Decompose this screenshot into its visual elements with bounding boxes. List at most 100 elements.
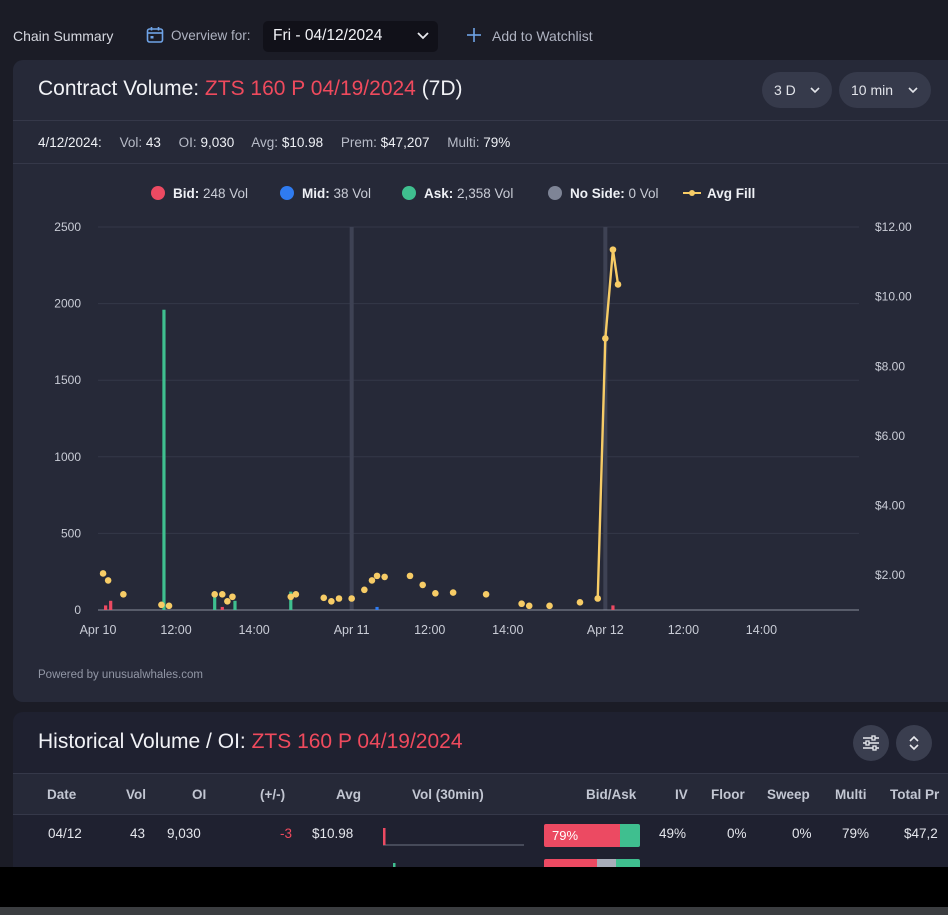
avg-fill-point bbox=[432, 589, 439, 597]
volume-bar-ask bbox=[289, 591, 293, 610]
x-tick-label: Apr 11 bbox=[334, 623, 370, 637]
card-title: Historical Volume / OI: ZTS 160 P 04/19/… bbox=[38, 730, 463, 753]
overview-label: Overview for: bbox=[171, 28, 251, 43]
add-to-watchlist-button[interactable]: Add to Watchlist bbox=[492, 28, 593, 44]
col-floor[interactable]: Floor bbox=[711, 787, 745, 802]
legend-label: Mid: 38 Vol bbox=[302, 186, 371, 201]
avg-fill-point bbox=[381, 573, 388, 581]
avg-fill-point bbox=[482, 591, 490, 598]
taskbar-strip bbox=[0, 907, 948, 915]
vol-30min-sparkline bbox=[383, 828, 524, 846]
bid-ask-bar: 79% bbox=[544, 824, 640, 847]
col-iv[interactable]: IV bbox=[675, 787, 688, 802]
col-change[interactable]: (+/-) bbox=[260, 787, 286, 802]
bid-ask-label: 79% bbox=[552, 828, 579, 843]
plus-icon[interactable] bbox=[466, 27, 482, 43]
x-tick-label: 14:00 bbox=[238, 623, 269, 637]
avg-fill-point bbox=[368, 577, 376, 584]
avg-fill-point bbox=[361, 586, 368, 594]
avg-fill-point bbox=[158, 601, 165, 609]
y-left-tick-label: 2000 bbox=[54, 297, 81, 311]
bid-segment bbox=[544, 824, 620, 847]
col-vol[interactable]: Vol bbox=[126, 787, 146, 802]
cell-iv: 49% bbox=[659, 826, 687, 841]
y-left-tick-label: 500 bbox=[61, 526, 81, 540]
col-vol-30min[interactable]: Vol (30min) bbox=[412, 787, 484, 802]
volume-bar-bid bbox=[104, 605, 108, 610]
avg-fill-point bbox=[292, 591, 300, 598]
divider bbox=[13, 163, 948, 164]
col-sweep[interactable]: Sweep bbox=[767, 787, 810, 802]
col-oi[interactable]: OI bbox=[192, 787, 207, 802]
avg-fill-point bbox=[165, 602, 173, 610]
range-select[interactable]: 3 D bbox=[762, 72, 832, 108]
avg-fill-point bbox=[328, 597, 335, 605]
contract-volume-card: Contract Volume: ZTS 160 P 04/19/2024 (7… bbox=[13, 60, 948, 702]
x-tick-label: 12:00 bbox=[668, 623, 699, 637]
legend-label: Avg Fill bbox=[707, 186, 755, 201]
volume-bar-bid bbox=[220, 606, 224, 610]
legend-marker bbox=[151, 186, 165, 200]
avg-fill-point bbox=[211, 591, 218, 598]
legend-label: Ask: 2,358 Vol bbox=[424, 186, 513, 201]
card-title: Contract Volume: ZTS 160 P 04/19/2024 (7… bbox=[38, 77, 463, 100]
expand-collapse-button[interactable] bbox=[896, 725, 932, 761]
avg-fill-point bbox=[104, 577, 112, 584]
volume-bar-bid bbox=[109, 600, 113, 610]
date-select[interactable]: Fri - 04/12/2024 bbox=[263, 21, 438, 52]
chain-summary-tab[interactable]: Chain Summary bbox=[13, 28, 114, 44]
expand-icon bbox=[909, 735, 919, 751]
col-avg[interactable]: Avg bbox=[336, 787, 362, 802]
legend-marker bbox=[402, 186, 416, 200]
col-multi[interactable]: Multi bbox=[835, 787, 867, 802]
contract-name: ZTS 160 P 04/19/2024 bbox=[204, 77, 416, 100]
historical-volume-card: Historical Volume / OI: ZTS 160 P 04/19/… bbox=[13, 712, 948, 882]
sliders-icon bbox=[863, 735, 879, 751]
avg-fill-point bbox=[576, 599, 584, 606]
avg-fill-point bbox=[614, 281, 622, 288]
screen-bottom-bar bbox=[0, 867, 948, 907]
cell-oi: 9,030 bbox=[167, 826, 201, 841]
y-left-tick-label: 2500 bbox=[54, 220, 81, 234]
x-tick-label: Apr 10 bbox=[80, 623, 117, 637]
interval-select-value: 10 min bbox=[851, 82, 894, 98]
legend-label: Bid: 248 Vol bbox=[173, 186, 248, 201]
chevron-down-icon bbox=[908, 87, 918, 94]
x-tick-label: 14:00 bbox=[492, 623, 523, 637]
col-total-prem[interactable]: Total Pr bbox=[890, 787, 940, 802]
avg-fill-line bbox=[596, 248, 620, 599]
cell-floor: 0% bbox=[727, 826, 747, 841]
volume-bar-mid bbox=[375, 606, 379, 610]
volume-bar-ask bbox=[213, 596, 217, 610]
avg-fill-point bbox=[546, 602, 553, 610]
cell-total-prem: $47,2 bbox=[904, 826, 938, 841]
avg-fill-point bbox=[320, 594, 328, 602]
interval-select[interactable]: 10 min bbox=[839, 72, 931, 108]
cell-multi: 79% bbox=[842, 826, 870, 841]
avg-fill-point bbox=[518, 600, 525, 608]
x-tick-label: 12:00 bbox=[160, 623, 191, 637]
y-right-tick-label: $8.00 bbox=[875, 359, 905, 373]
avg-fill-point bbox=[525, 602, 533, 610]
chevron-down-icon bbox=[417, 32, 429, 40]
avg-fill-point bbox=[602, 335, 609, 342]
col-bid-ask[interactable]: Bid/Ask bbox=[586, 787, 637, 802]
avg-fill-point bbox=[419, 581, 426, 589]
avg-fill-point bbox=[287, 593, 295, 601]
avg-fill-point bbox=[218, 591, 226, 598]
y-right-tick-label: $12.00 bbox=[875, 220, 912, 234]
y-right-tick-label: $4.00 bbox=[875, 499, 905, 513]
cell-vol: 43 bbox=[130, 826, 146, 841]
table-row[interactable]: 04/12 43 9,030 -3 $10.98 79% 49% 0% 0% 7… bbox=[13, 814, 948, 854]
x-tick-label: 12:00 bbox=[414, 623, 445, 637]
avg-fill-point bbox=[99, 570, 107, 577]
col-date[interactable]: Date bbox=[47, 787, 77, 802]
legend-label: No Side: 0 Vol bbox=[570, 186, 659, 201]
avg-fill-point bbox=[120, 591, 127, 598]
filter-button[interactable] bbox=[853, 725, 889, 761]
y-left-tick-label: 0 bbox=[74, 603, 81, 617]
avg-fill-point bbox=[609, 246, 617, 253]
legend-marker bbox=[548, 186, 562, 200]
avg-fill-point bbox=[449, 589, 457, 596]
calendar-icon[interactable] bbox=[146, 26, 164, 44]
